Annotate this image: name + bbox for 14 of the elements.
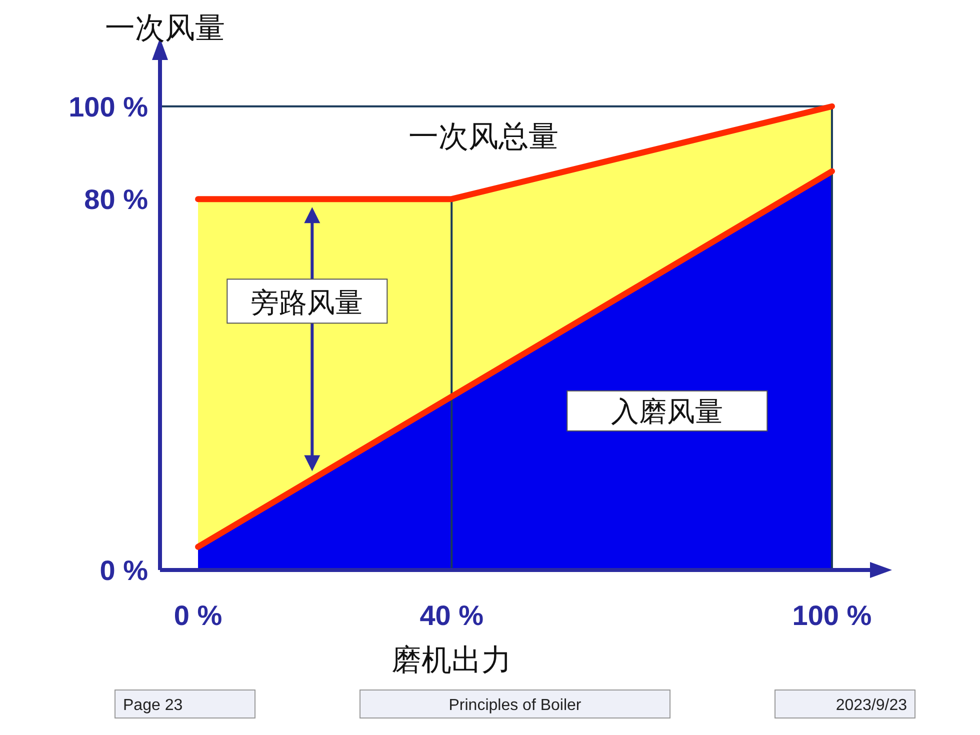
x-tick-label: 100 % — [792, 600, 872, 631]
y-axis-title: 一次风量 — [105, 12, 225, 45]
y-tick-label: 100 % — [68, 91, 148, 122]
text: 2023/9/23 — [836, 697, 908, 714]
text: Page 23 — [123, 697, 183, 714]
x-tick-label: 0 % — [174, 600, 222, 631]
annotation: 旁路风量 — [251, 287, 364, 318]
x-axis-title: 磨机出力 — [392, 644, 512, 677]
x-tick-label: 40 % — [420, 600, 484, 631]
series-label: 入磨风量 — [611, 396, 724, 427]
y-tick-label: 80 % — [84, 184, 148, 216]
text: Principles of Boiler — [448, 697, 582, 714]
series-label: 一次风总量 — [408, 120, 558, 154]
y-tick-label: 0 % — [100, 555, 148, 586]
